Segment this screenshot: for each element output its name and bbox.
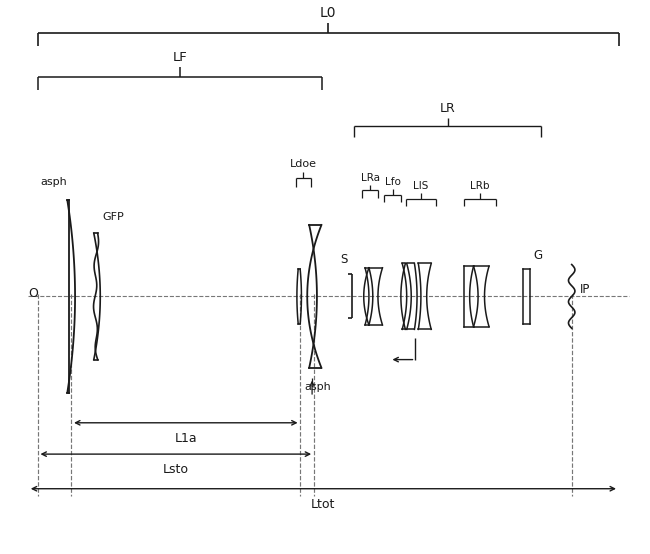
Text: S: S bbox=[341, 253, 348, 266]
Text: GFP: GFP bbox=[102, 212, 124, 222]
Text: L1a: L1a bbox=[174, 432, 197, 444]
Text: Lfo: Lfo bbox=[385, 177, 401, 187]
Text: LIS: LIS bbox=[413, 181, 428, 191]
Text: IP: IP bbox=[579, 283, 590, 296]
Text: asph: asph bbox=[41, 177, 68, 187]
Text: Lsto: Lsto bbox=[162, 463, 188, 476]
Text: G: G bbox=[534, 249, 543, 263]
Text: asph: asph bbox=[304, 382, 331, 392]
Text: LRa: LRa bbox=[361, 173, 380, 183]
Text: LRb: LRb bbox=[470, 181, 489, 191]
Text: O: O bbox=[28, 286, 38, 300]
Text: L0: L0 bbox=[320, 6, 337, 20]
Text: Ldoe: Ldoe bbox=[290, 160, 317, 170]
Text: LF: LF bbox=[172, 51, 187, 64]
Text: Ltot: Ltot bbox=[311, 497, 335, 511]
Text: LR: LR bbox=[440, 102, 456, 115]
